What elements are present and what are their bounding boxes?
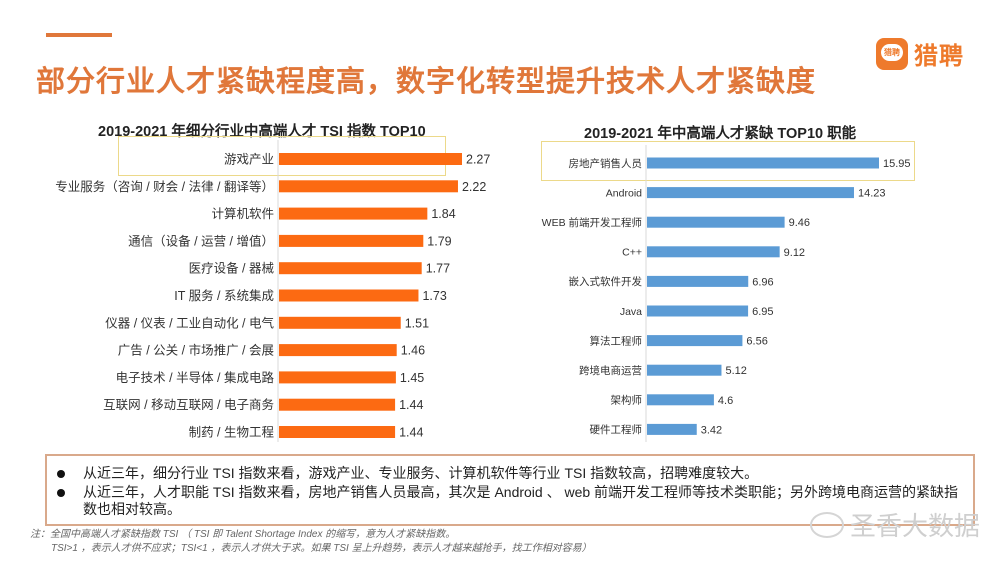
- right-value-label: 6.96: [752, 276, 773, 288]
- right-bar: [647, 394, 714, 406]
- bullet-icon: [57, 489, 65, 497]
- right-bar: [647, 275, 749, 287]
- right-value-label: 4.6: [718, 395, 733, 407]
- left-bar: [279, 180, 458, 193]
- left-value-label: 2.22: [462, 180, 486, 194]
- summary-text: 从近三年，细分行业 TSI 指数来看，游戏产业、专业服务、计算机软件等行业 TS…: [83, 465, 759, 481]
- right-category-label: 房地产销售人员: [569, 157, 643, 170]
- right-bar-chart: 房地产销售人员 15.95 Android 14.23 WEB 前端开发工程师 9.46 C…: [542, 145, 911, 442]
- left-category-label: 电子技术 / 半导体 / 集成电路: [116, 370, 275, 385]
- right-category-label: 嵌入式软件开发: [569, 275, 643, 288]
- right-category-label: 架构师: [611, 394, 643, 407]
- summary-item: 从近三年，人才职能 TSI 指数来看，房地产销售人员最高，其次是 Android…: [57, 484, 963, 518]
- right-bar: [647, 157, 879, 169]
- left-category-label: 通信（设备 / 运营 / 增值）: [128, 233, 274, 248]
- summary-text: 从近三年，人才职能 TSI 指数来看，房地产销售人员最高，其次是 Android…: [83, 484, 959, 517]
- left-value-label: 1.77: [426, 262, 450, 276]
- bullet-icon: [57, 470, 65, 478]
- left-bar: [279, 426, 396, 438]
- footnote-line-2: TSI>1 ，表示人才供不应求；TSI<1 ，表示人才供大于求。如果 TSI 呈…: [51, 543, 592, 554]
- right-value-label: 9.12: [784, 247, 805, 259]
- left-category-label: 制药 / 生物工程: [189, 425, 275, 440]
- right-category-label: 硬件工程师: [590, 423, 643, 436]
- left-value-label: 1.73: [422, 289, 446, 303]
- left-category-label: IT 服务 / 系统集成: [174, 288, 274, 303]
- right-bar: [647, 246, 780, 258]
- left-value-label: 1.84: [431, 207, 455, 221]
- right-bar: [647, 305, 749, 317]
- right-category-label: WEB 前端开发工程师: [542, 216, 642, 229]
- right-category-label: C++: [622, 247, 642, 259]
- left-value-label: 1.44: [399, 426, 423, 440]
- right-category-label: Java: [620, 306, 642, 318]
- right-value-label: 15.95: [883, 158, 911, 170]
- left-bar: [279, 289, 419, 302]
- left-value-label: 1.51: [405, 316, 429, 330]
- right-category-label: Android: [606, 187, 642, 199]
- left-category-label: 互联网 / 移动互联网 / 电子商务: [103, 397, 274, 412]
- right-value-label: 6.56: [746, 336, 767, 348]
- page-title: 部分行业人才紧缺程度高，数字化转型提升技术人才紧缺度: [36, 66, 817, 98]
- left-category-label: 仪器 / 仪表 / 工业自动化 / 电气: [105, 315, 274, 330]
- left-bar-chart: 游戏产业 2.27 专业服务（咨询 / 财会 / 法律 / 翻译等） 2.22 计算机软…: [55, 140, 490, 442]
- right-value-label: 5.12: [725, 365, 746, 377]
- right-value-label: 14.23: [858, 188, 886, 200]
- left-value-label: 2.27: [466, 153, 490, 167]
- summary-item: 从近三年，细分行业 TSI 指数来看，游戏产业、专业服务、计算机软件等行业 TS…: [57, 465, 963, 482]
- footnote-line-1: 注：全国中高端人才紧缺指数 TSI （ TSI 即 Talent Shortag…: [30, 529, 456, 540]
- left-bar: [279, 398, 396, 411]
- left-value-label: 1.45: [400, 371, 424, 385]
- right-bar: [647, 423, 697, 435]
- left-category-label: 计算机软件: [211, 206, 274, 221]
- logo-text: 猎聘: [914, 43, 964, 70]
- logo-bubble-text: 猎聘: [881, 43, 903, 61]
- left-bar: [279, 207, 428, 220]
- liepin-logo: 猎聘 猎聘: [876, 36, 964, 71]
- right-value-label: 3.42: [701, 424, 722, 436]
- right-category-label: 跨境电商运营: [579, 364, 642, 377]
- left-value-label: 1.44: [399, 398, 423, 412]
- right-bar: [647, 364, 722, 376]
- right-bar: [647, 335, 743, 347]
- summary-box: 从近三年，细分行业 TSI 指数来看，游戏产业、专业服务、计算机软件等行业 TS…: [45, 454, 975, 526]
- right-bar: [647, 216, 785, 228]
- left-bar: [279, 344, 397, 357]
- right-chart-title: 2019-2021 年中高端人才紧缺 TOP10 职能: [584, 126, 857, 142]
- right-chart-highlight-box: [541, 141, 915, 181]
- watermark-text: 圣香大数据: [850, 511, 981, 541]
- wechat-icon: [810, 511, 844, 538]
- left-category-label: 医疗设备 / 器械: [189, 261, 275, 276]
- right-value-label: 6.95: [752, 306, 773, 318]
- left-category-label: 广告 / 公关 / 市场推广 / 会展: [118, 343, 274, 358]
- left-bar: [279, 234, 424, 247]
- left-bar: [279, 262, 422, 275]
- left-bar: [279, 371, 396, 384]
- right-value-label: 9.46: [789, 217, 810, 229]
- right-bar: [647, 187, 854, 199]
- title-accent-line: [46, 33, 112, 37]
- left-category-label: 专业服务（咨询 / 财会 / 法律 / 翻译等）: [55, 179, 274, 194]
- left-category-label: 游戏产业: [224, 153, 274, 167]
- left-bar: [279, 153, 462, 165]
- liepin-logo-icon: 猎聘: [876, 37, 908, 70]
- left-value-label: 1.46: [401, 344, 425, 358]
- footnote: 注：全国中高端人才紧缺指数 TSI （ TSI 即 Talent Shortag…: [30, 528, 592, 556]
- left-bar: [279, 316, 401, 329]
- right-category-label: 算法工程师: [590, 334, 643, 347]
- left-value-label: 1.79: [427, 234, 451, 248]
- watermark: 圣香大数据: [810, 506, 980, 543]
